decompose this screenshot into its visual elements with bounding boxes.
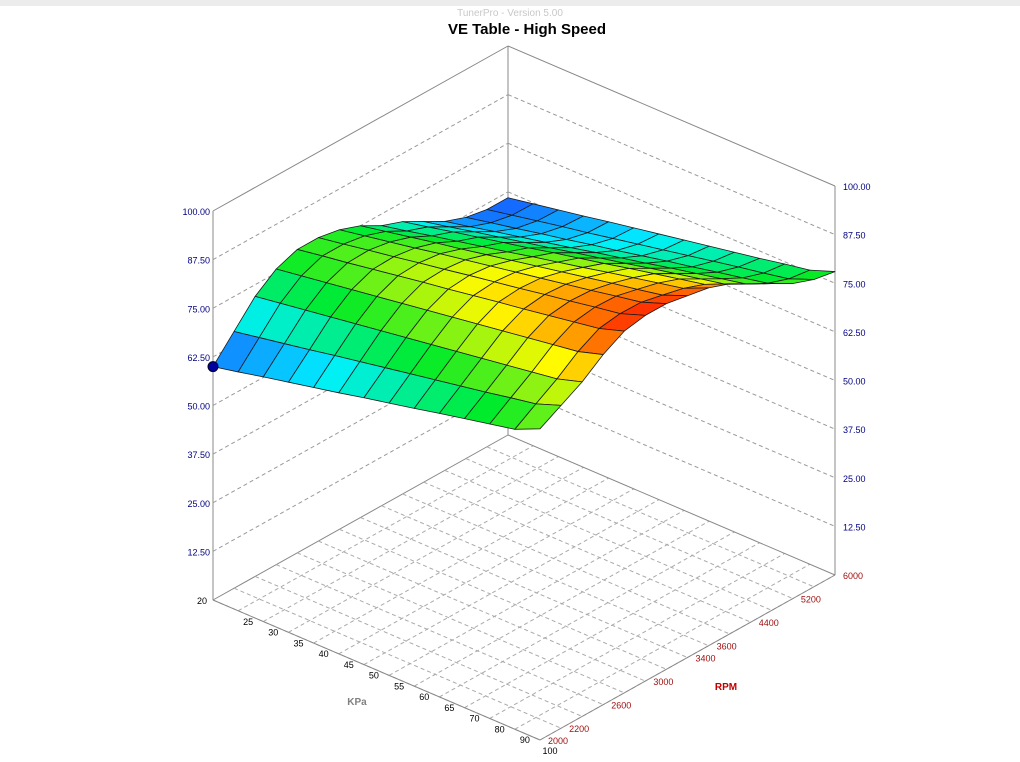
wall-top-edge bbox=[507, 45, 836, 187]
kpa-tick-label: 45 bbox=[344, 660, 354, 670]
rpm-tick-label: 4400 bbox=[759, 618, 779, 628]
floor-gridline bbox=[465, 458, 794, 600]
floor-gridline bbox=[237, 445, 534, 612]
floor-gridline bbox=[486, 446, 815, 588]
z-tick-label-left: 12.50 bbox=[187, 547, 210, 557]
floor-gridline bbox=[318, 540, 646, 682]
kpa-axis-label: KPa bbox=[347, 697, 367, 708]
axis-ticks: 12.50 12.50 25.00 25.00 37.50 37.50 50.00 50.00… bbox=[182, 182, 870, 756]
rpm-tick-label: 2000 bbox=[548, 736, 568, 746]
floor-gridline bbox=[444, 469, 772, 611]
kpa-tick-label: 55 bbox=[394, 681, 404, 691]
rpm-tick-label: 2600 bbox=[611, 701, 631, 711]
surface-cell[interactable] bbox=[514, 403, 562, 430]
kpa-tick-label: 70 bbox=[470, 714, 480, 724]
rpm-axis-label: RPM bbox=[715, 682, 737, 693]
z-tick-label-right: 50.00 bbox=[843, 377, 866, 387]
kpa-tick-label: 25 bbox=[243, 617, 253, 627]
chart-title: VE Table - High Speed bbox=[447, 21, 607, 38]
kpa-axis-line bbox=[212, 599, 541, 741]
z-tick-label-left: 100.00 bbox=[182, 207, 210, 217]
floor-gridline bbox=[381, 505, 709, 647]
floor-gridline bbox=[233, 587, 562, 729]
kpa-tick-label: 80 bbox=[495, 724, 505, 734]
window-top-bar bbox=[0, 0, 1020, 6]
kpa-tick-label: 50 bbox=[369, 671, 379, 681]
floor-gridline bbox=[339, 528, 667, 670]
rpm-tick-label: 5200 bbox=[801, 595, 821, 605]
rpm-tick-label: 6000 bbox=[843, 571, 863, 581]
kpa-tick-label: 35 bbox=[293, 638, 303, 648]
wall-gridline bbox=[507, 94, 836, 236]
z-tick-label-right: 62.50 bbox=[843, 328, 866, 338]
kpa-tick-label: 40 bbox=[319, 649, 329, 659]
rpm-tick-label: 3600 bbox=[717, 642, 737, 652]
floor-gridline bbox=[489, 553, 785, 719]
z-tick-label-left: 37.50 bbox=[187, 450, 210, 460]
z-tick-label-right: 12.50 bbox=[843, 522, 866, 532]
z-tick-label-left: 87.50 bbox=[187, 256, 210, 266]
z-tick-label-right: 37.50 bbox=[843, 425, 866, 435]
wall-gridline bbox=[507, 385, 836, 527]
z-tick-label-right: 25.00 bbox=[843, 474, 866, 484]
kpa-tick-label: 65 bbox=[444, 703, 454, 713]
floor-gridline bbox=[276, 564, 604, 706]
floor-gridline bbox=[288, 466, 584, 633]
floor-gridline bbox=[254, 575, 583, 717]
wall-gridline bbox=[212, 94, 509, 261]
z-tick-label-right: 100.00 bbox=[843, 182, 871, 192]
floor-gridline bbox=[263, 456, 559, 622]
kpa-tick-label: 90 bbox=[520, 735, 530, 745]
kpa-tick-label: 60 bbox=[419, 692, 429, 702]
z-tick-label-left: 50.00 bbox=[187, 402, 210, 412]
wall-gridline bbox=[507, 142, 836, 284]
floor-gridline bbox=[402, 493, 730, 635]
z-tick-label-left: 75.00 bbox=[187, 304, 210, 314]
floor-gridline bbox=[423, 481, 751, 623]
kpa-tick-label: 20 bbox=[197, 596, 207, 606]
rpm-tick-label: 3000 bbox=[653, 677, 673, 687]
z-tick-label-right: 75.00 bbox=[843, 279, 866, 289]
floor-gridline bbox=[514, 563, 811, 730]
selected-cell-marker[interactable] bbox=[207, 361, 219, 373]
z-tick-label-left: 62.50 bbox=[187, 353, 210, 363]
z-tick-label-right: 87.50 bbox=[843, 231, 866, 241]
kpa-tick-label: 100 bbox=[542, 746, 557, 756]
app-title: TunerPro - Version 5.00 bbox=[457, 8, 563, 19]
kpa-tick-label: 30 bbox=[268, 628, 278, 638]
floor-gridline bbox=[297, 552, 625, 694]
floor-gridline bbox=[313, 477, 609, 644]
wall-top-edge bbox=[212, 45, 509, 212]
floor-gridline bbox=[507, 434, 836, 576]
rpm-tick-label: 2200 bbox=[569, 724, 589, 734]
rpm-axis-line bbox=[539, 574, 836, 741]
rpm-tick-label: 3400 bbox=[696, 654, 716, 664]
floor-gridline bbox=[360, 517, 688, 658]
chart-floor-grid bbox=[212, 434, 836, 741]
z-tick-label-left: 25.00 bbox=[187, 499, 210, 509]
surface-mesh[interactable] bbox=[207, 197, 836, 430]
